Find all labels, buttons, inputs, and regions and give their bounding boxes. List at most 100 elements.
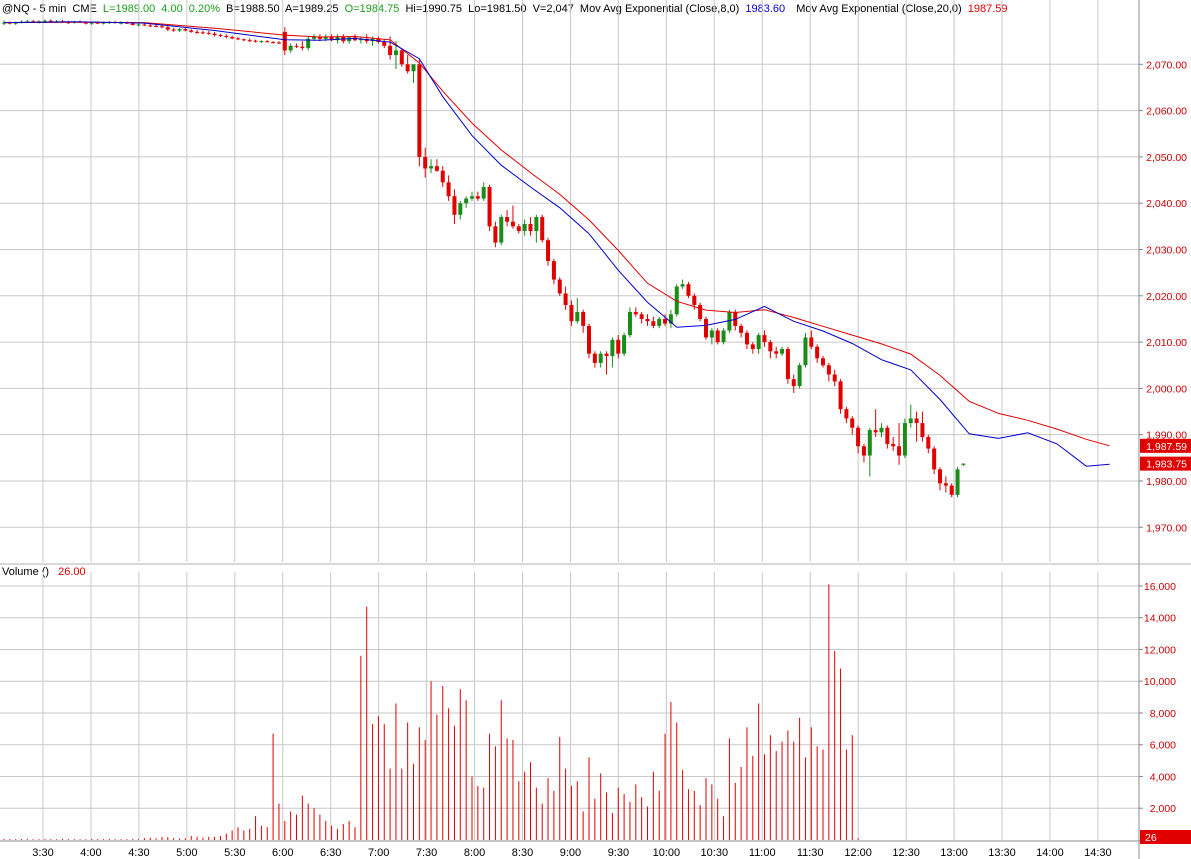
candle-body[interactable] <box>809 337 814 347</box>
candle-body[interactable] <box>668 314 673 324</box>
candle-body[interactable] <box>704 318 708 338</box>
candle-body[interactable] <box>165 27 170 30</box>
candle-body[interactable] <box>546 240 551 262</box>
candle-body[interactable] <box>335 36 340 41</box>
candle-body[interactable] <box>288 45 293 51</box>
candle-body[interactable] <box>902 423 907 456</box>
candle-body[interactable] <box>159 26 164 28</box>
candle-body[interactable] <box>721 330 726 343</box>
candle-body[interactable] <box>581 311 586 326</box>
candle-body[interactable] <box>768 342 773 352</box>
candle-body[interactable] <box>616 339 621 354</box>
candle-body[interactable] <box>195 31 200 33</box>
candle-body[interactable] <box>347 37 352 42</box>
candle-body[interactable] <box>206 32 211 34</box>
candle-body[interactable] <box>861 446 866 456</box>
candle-body[interactable] <box>715 330 720 343</box>
candle-body[interactable] <box>727 311 732 331</box>
candle-body[interactable] <box>276 42 281 44</box>
candle-body[interactable] <box>464 198 469 204</box>
candle-body[interactable] <box>674 286 679 315</box>
candle-body[interactable] <box>522 224 527 231</box>
candle-body[interactable] <box>247 40 252 42</box>
candle-body[interactable] <box>803 337 808 366</box>
candle-body[interactable] <box>873 430 878 433</box>
candle-body[interactable] <box>926 436 931 449</box>
candle-body[interactable] <box>154 25 159 27</box>
candle-body[interactable] <box>323 36 328 39</box>
candle-body[interactable] <box>791 379 796 387</box>
candle-body[interactable] <box>306 38 311 49</box>
candle-body[interactable] <box>774 351 779 354</box>
candle-body[interactable] <box>604 353 609 356</box>
candle-body[interactable] <box>42 20 47 22</box>
candle-body[interactable] <box>183 29 188 31</box>
candle-body[interactable] <box>13 22 18 24</box>
candle-body[interactable] <box>329 36 334 41</box>
candle-body[interactable] <box>382 42 387 46</box>
candle-body[interactable] <box>651 321 656 326</box>
candle-body[interactable] <box>821 358 825 366</box>
candle-body[interactable] <box>826 365 831 375</box>
candle-body[interactable] <box>897 446 902 456</box>
candle-body[interactable] <box>481 186 486 199</box>
candle-body[interactable] <box>189 30 194 32</box>
candle-body[interactable] <box>446 182 451 197</box>
candle-body[interactable] <box>434 166 439 171</box>
candle-body[interactable] <box>236 38 240 40</box>
candle-body[interactable] <box>458 203 463 215</box>
candle-body[interactable] <box>750 344 755 350</box>
candle-body[interactable] <box>423 156 428 169</box>
candle-body[interactable] <box>7 22 12 24</box>
candle-body[interactable] <box>317 36 322 39</box>
candle-body[interactable] <box>680 284 685 287</box>
candle-body[interactable] <box>756 335 761 350</box>
candle-body[interactable] <box>932 448 937 470</box>
candle-body[interactable] <box>177 29 182 31</box>
candle-body[interactable] <box>300 46 305 49</box>
candle-body[interactable] <box>528 224 533 231</box>
candle-body[interactable] <box>429 166 434 169</box>
candle-body[interactable] <box>938 469 942 484</box>
candle-body[interactable] <box>744 332 749 345</box>
candle-body[interactable] <box>510 221 515 227</box>
candle-body[interactable] <box>83 22 88 24</box>
candle-body[interactable] <box>48 20 53 22</box>
candle-body[interactable] <box>663 318 668 324</box>
candle-body[interactable] <box>148 25 153 27</box>
candle-body[interactable] <box>540 217 545 241</box>
candle-body[interactable] <box>639 314 644 319</box>
candle-body[interactable] <box>499 217 504 243</box>
candle-body[interactable] <box>312 36 317 39</box>
candle-body[interactable] <box>557 279 562 294</box>
candle-body[interactable] <box>622 335 627 354</box>
candle-body[interactable] <box>259 41 264 43</box>
candle-body[interactable] <box>657 318 662 326</box>
volume-panel[interactable] <box>3 584 859 840</box>
candle-body[interactable] <box>610 339 615 356</box>
candle-body[interactable] <box>130 23 135 25</box>
candle-body[interactable] <box>838 381 843 410</box>
candle-body[interactable] <box>762 335 767 343</box>
candle-body[interactable] <box>785 349 790 380</box>
candle-body[interactable] <box>475 196 480 199</box>
candle-body[interactable] <box>780 349 785 354</box>
candle-body[interactable] <box>271 42 276 44</box>
candle-body[interactable] <box>171 29 176 31</box>
candle-body[interactable] <box>388 45 393 56</box>
candle-body[interactable] <box>294 45 299 47</box>
candle-body[interactable] <box>358 38 363 41</box>
candle-body[interactable] <box>136 24 141 26</box>
price-panel[interactable] <box>2 19 1110 498</box>
candle-body[interactable] <box>879 427 884 433</box>
candle-body[interactable] <box>516 226 521 231</box>
candle-body[interactable] <box>844 409 849 419</box>
candle-body[interactable] <box>627 311 632 336</box>
candle-body[interactable] <box>241 39 246 41</box>
candle-body[interactable] <box>440 170 445 183</box>
candle-body[interactable] <box>914 418 919 424</box>
candle-body[interactable] <box>218 35 223 37</box>
candle-body[interactable] <box>253 40 258 42</box>
candle-body[interactable] <box>943 483 948 486</box>
